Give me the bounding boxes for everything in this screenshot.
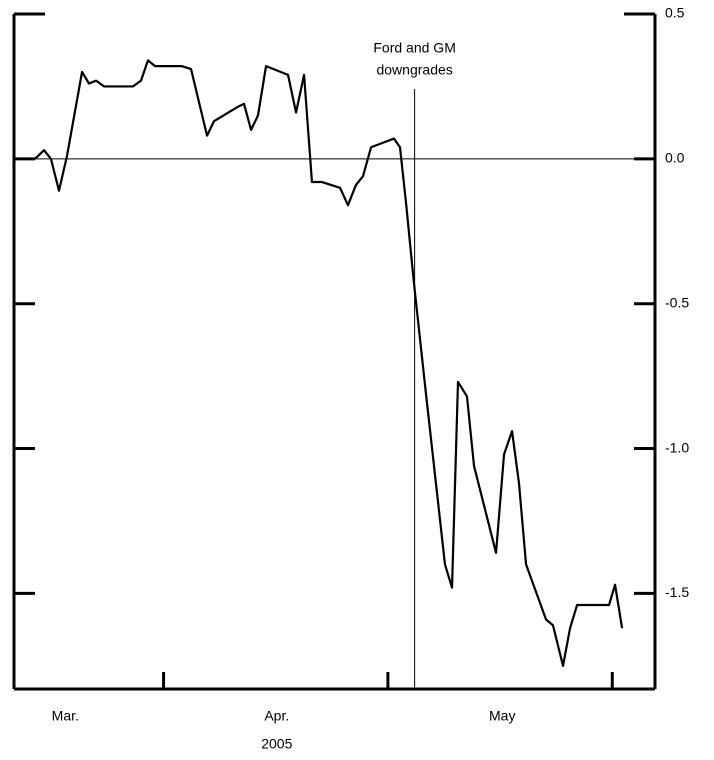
x-tick-label: May — [489, 708, 515, 724]
y-tick-label: -0.5 — [665, 294, 689, 310]
y-tick-label: 0.5 — [665, 5, 685, 21]
y-tick-label: 0.0 — [665, 150, 685, 166]
annotation-text: Ford and GM — [373, 40, 455, 56]
data-line — [34, 59, 624, 667]
x-axis-label: 2005 — [261, 736, 292, 752]
x-tick-label: Mar. — [52, 708, 79, 724]
y-tick-label: -1.0 — [665, 439, 689, 455]
annotation-text: downgrades — [376, 62, 452, 78]
y-tick-label: -1.5 — [665, 584, 689, 600]
x-tick-label: Apr. — [264, 708, 289, 724]
